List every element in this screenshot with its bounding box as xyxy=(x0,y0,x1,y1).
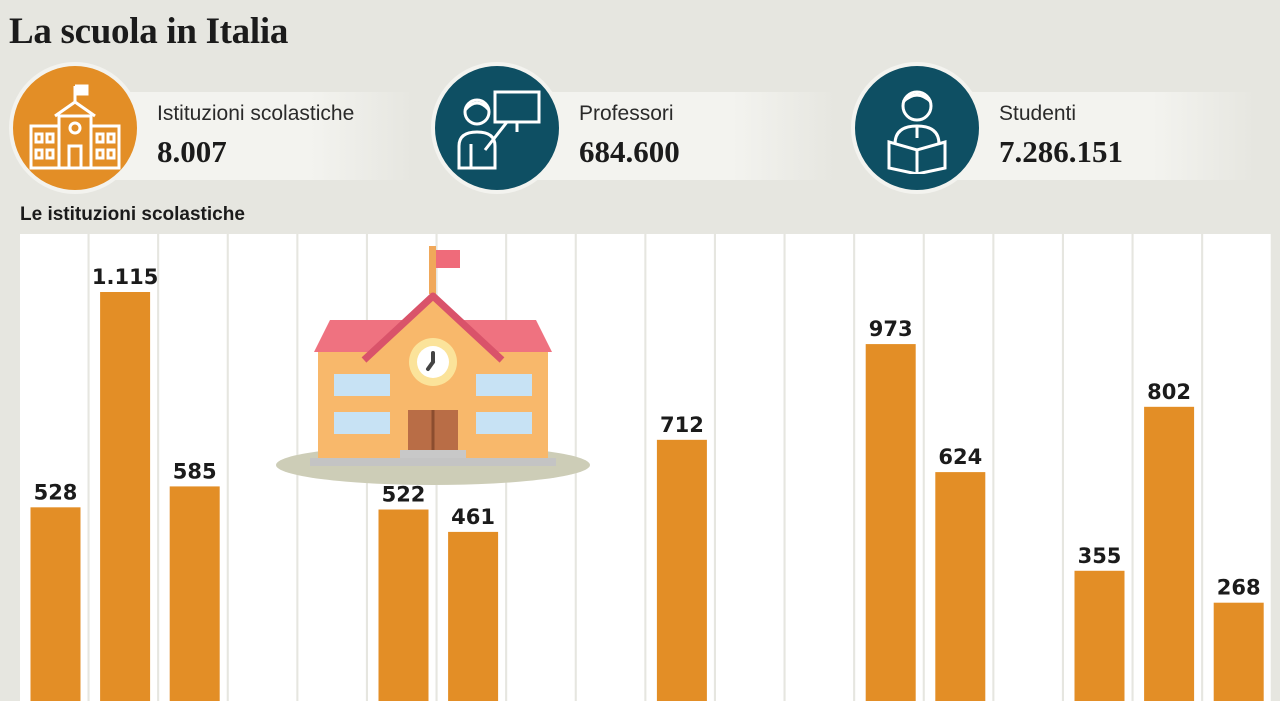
stat-value: 8.007 xyxy=(157,134,227,169)
school-building-icon xyxy=(9,62,141,194)
bar xyxy=(100,292,151,701)
bar xyxy=(1074,570,1125,701)
stat-value: 684.600 xyxy=(579,134,680,169)
bar-value-label: 712 xyxy=(660,413,704,437)
stat-value: 7.286.151 xyxy=(999,134,1123,169)
bar-value-label: 585 xyxy=(173,459,217,483)
school-illustration xyxy=(276,246,590,485)
student-reading-icon xyxy=(851,62,983,194)
bar-value-label: 528 xyxy=(34,480,78,504)
stat-label: Istituzioni scolastiche xyxy=(157,102,355,125)
bar xyxy=(935,472,986,701)
bar xyxy=(1144,406,1195,701)
stat-label: Professori xyxy=(579,102,674,125)
bar xyxy=(865,344,916,701)
stat-label: Studenti xyxy=(999,102,1077,125)
teacher-icon xyxy=(431,62,563,194)
chart-title: Le istituzioni scolastiche xyxy=(20,204,245,225)
bar xyxy=(1213,602,1264,701)
page-title: La scuola in Italia xyxy=(9,11,289,52)
bar xyxy=(169,486,220,701)
bar xyxy=(656,439,707,701)
bar xyxy=(378,509,429,701)
bar xyxy=(30,507,81,701)
bar-value-label: 355 xyxy=(1078,544,1122,568)
bar-value-label: 268 xyxy=(1217,576,1261,600)
bar-value-label: 802 xyxy=(1147,380,1191,404)
column-background xyxy=(716,234,784,701)
bar-value-label: 624 xyxy=(938,445,982,469)
bar-value-label: 461 xyxy=(451,505,495,529)
bar-value-label: 522 xyxy=(382,483,426,507)
bar xyxy=(448,531,499,701)
bar-value-label: 1.115 xyxy=(92,265,158,289)
bar-value-label: 973 xyxy=(869,317,913,341)
column-background xyxy=(785,234,854,701)
column-background xyxy=(994,234,1062,701)
